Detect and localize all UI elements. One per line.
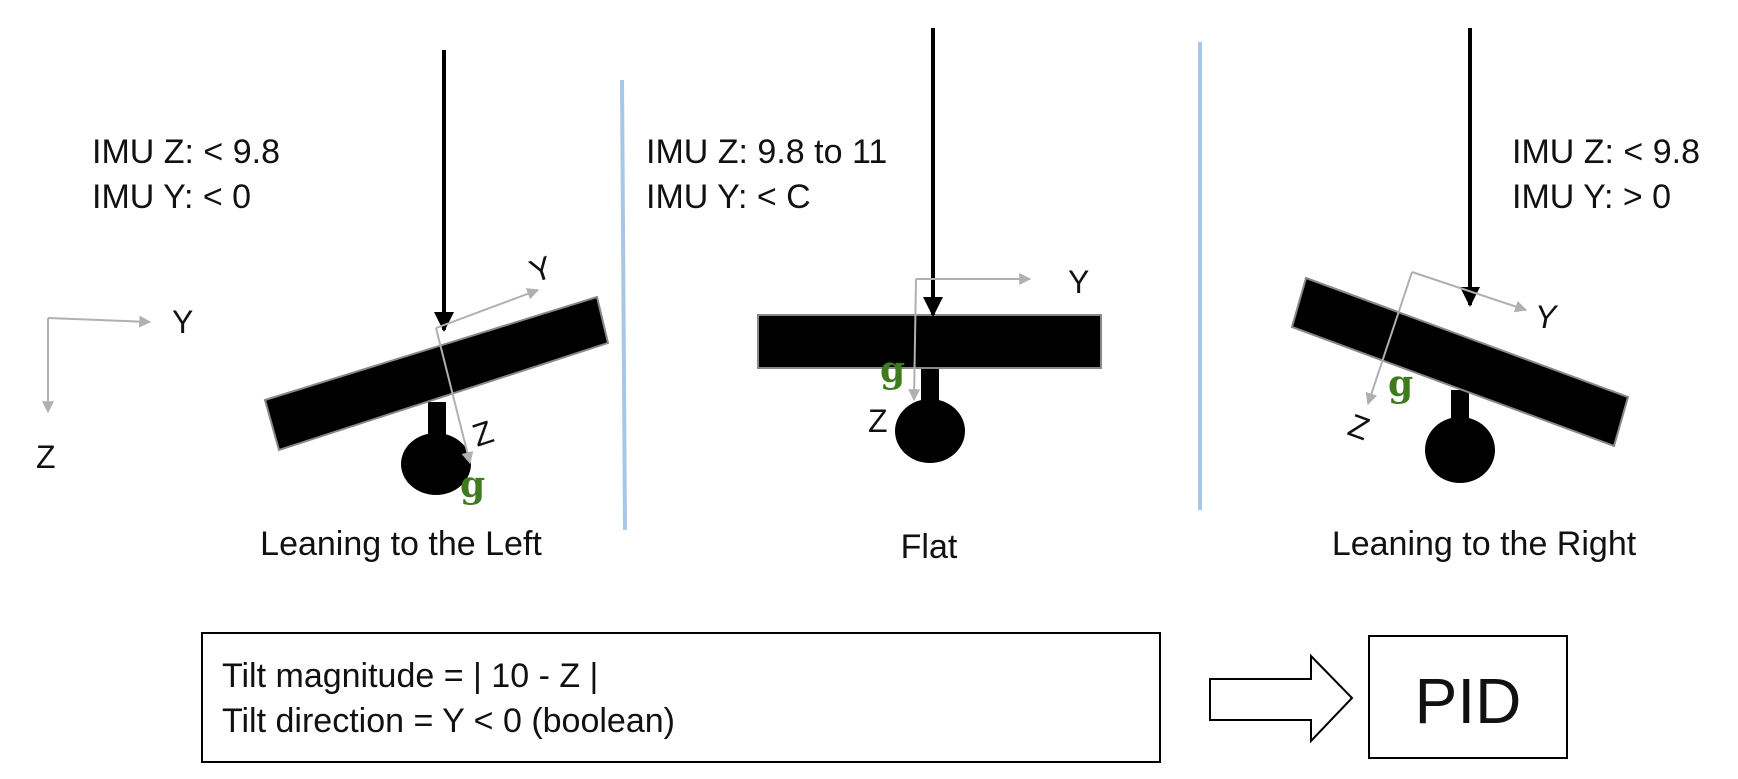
formula-line-magnitude: Tilt magnitude = | 10 - Z | (222, 657, 598, 695)
pid-box-border (1368, 635, 1568, 759)
panel-right-stem (1451, 390, 1469, 426)
panel-flat-reading-z: IMU Z: 9.8 to 11 (646, 133, 887, 171)
panel-right-y-axis-arrow (1411, 271, 1528, 313)
formula-box: Tilt magnitude = | 10 - Z | Tilt directi… (201, 632, 1161, 763)
panel-left-reading-y: IMU Y: < 0 (92, 178, 251, 216)
reference-z-label: Z (36, 439, 56, 475)
panel-right-reading-y: IMU Y: > 0 (1512, 178, 1671, 216)
panel-flat: IMU Z: 9.8 to 11 IMU Y: < C Y Z g Flat (646, 28, 1102, 566)
panel-flat-stem (921, 368, 939, 402)
panel-flat-reading-y: IMU Y: < C (646, 178, 811, 216)
panel-flat-caption: Flat (901, 528, 958, 566)
block-arrow-right (1209, 653, 1354, 744)
panel-left-z-label: Z (468, 413, 498, 453)
panel-left-y-label: Y (525, 249, 556, 290)
reference-y-arrow (47, 315, 152, 328)
panel-left-stem (428, 402, 446, 442)
pid-label: PID (1415, 665, 1522, 737)
panel-flat-y-label: Y (1068, 264, 1089, 300)
panel-flat-board (757, 314, 1102, 369)
panel-left-gravity-label: g (460, 464, 485, 506)
panel-left-board (263, 295, 610, 452)
panel-flat-z-label: Z (868, 403, 888, 439)
panel-right-z-axis-arrow (1365, 271, 1413, 406)
divider-left (620, 79, 627, 531)
reference-axes: Y Z (36, 304, 193, 475)
panel-right-y-label: Y (1535, 299, 1559, 335)
panel-right-wheel (1425, 417, 1495, 483)
panel-right-caption: Leaning to the Right (1332, 525, 1637, 563)
panel-leaning-left: IMU Z: < 9.8 IMU Y: < 0 Y Z g Leaning to… (92, 50, 610, 563)
panel-right-reading-z: IMU Z: < 9.8 (1512, 133, 1700, 171)
panel-flat-gravity-label: g (880, 349, 905, 391)
panel-flat-wheel (895, 399, 965, 463)
panel-left-reading-z: IMU Z: < 9.8 (92, 133, 280, 171)
reference-y-label: Y (172, 304, 193, 340)
panel-right-board (1290, 276, 1630, 448)
panel-leaning-right: IMU Z: < 9.8 IMU Y: > 0 Y Z g Leaning to… (1290, 28, 1700, 563)
formula-box-border (201, 632, 1161, 763)
panel-left-z-axis-arrow (435, 327, 474, 465)
formula-line-direction: Tilt direction = Y < 0 (boolean) (222, 702, 675, 740)
pid-box: PID (1368, 635, 1568, 759)
panel-left-y-axis-arrow (435, 288, 540, 329)
panel-right-z-label: Z (1344, 407, 1375, 448)
panel-flat-z-axis-arrow (908, 278, 921, 402)
panel-right-gravity-label: g (1388, 363, 1413, 405)
panel-left-wheel (401, 433, 471, 495)
panel-left-caption: Leaning to the Left (260, 525, 542, 563)
